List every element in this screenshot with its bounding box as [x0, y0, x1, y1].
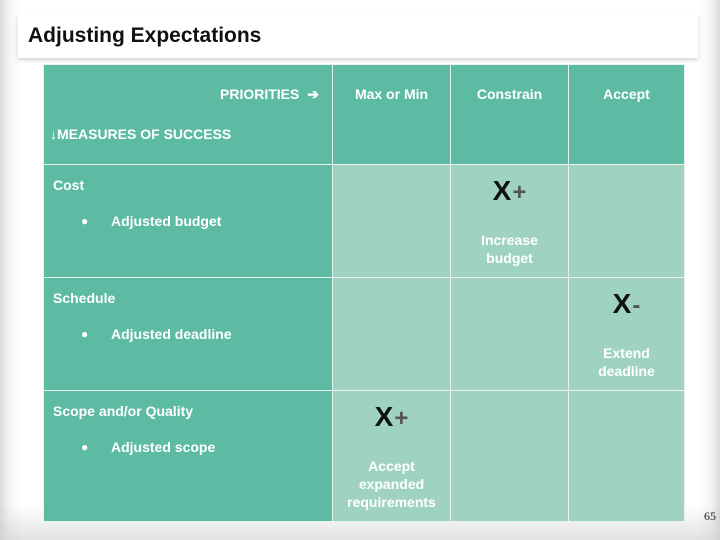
x-plus-mark: X+ [374, 401, 409, 432]
cell-schedule-accept: X- Extend deadline [568, 277, 685, 391]
bullet-icon: ● [81, 214, 89, 228]
priorities-header: PRIORITIES ➔ [220, 86, 319, 103]
cell-scope-constrain [450, 390, 569, 522]
x-minus-mark: X- [612, 288, 641, 319]
header-corner-cell: PRIORITIES ➔ ↓MEASURES OF SUCCESS [43, 64, 333, 165]
column-header-accept: Accept [568, 64, 685, 165]
column-header-max-or-min: Max or Min [332, 64, 451, 165]
row-label-schedule: Schedule ● Adjusted deadline [43, 277, 333, 391]
priorities-label: PRIORITIES [220, 86, 300, 102]
title-bar: Adjusting Expectations [18, 14, 698, 58]
x-plus-mark: X+ [492, 175, 527, 206]
row-bullet: ● Adjusted deadline [81, 326, 232, 342]
row-bullet: ● Adjusted budget [81, 213, 222, 229]
cell-scope-max-or-min: X+ Accept expanded requirements [332, 390, 451, 522]
row-title: Cost [53, 177, 85, 193]
cell-note: Extend deadline [598, 345, 655, 379]
page-number: 65 [704, 509, 716, 523]
row-cost: Cost ● Adjusted budget X+ Increase budget [43, 164, 685, 278]
cell-cost-max-or-min [332, 164, 451, 278]
cell-schedule-max-or-min [332, 277, 451, 391]
arrow-right-icon: ➔ [307, 86, 319, 102]
row-bullet: ● Adjusted scope [81, 439, 216, 455]
header-row: PRIORITIES ➔ ↓MEASURES OF SUCCESS Max or… [43, 64, 685, 165]
row-schedule: Schedule ● Adjusted deadline X- Extend de… [43, 277, 685, 391]
bullet-icon: ● [81, 440, 89, 454]
cell-note: Accept expanded requirements [347, 458, 436, 510]
row-label-cost: Cost ● Adjusted budget [43, 164, 333, 278]
column-header-constrain: Constrain [450, 64, 569, 165]
slide-title: Adjusting Expectations [28, 24, 262, 47]
row-title: Schedule [53, 290, 116, 306]
cell-cost-accept [568, 164, 685, 278]
cell-cost-constrain: X+ Increase budget [450, 164, 569, 278]
measures-label: MEASURES OF SUCCESS [57, 126, 232, 142]
cell-scope-accept [568, 390, 685, 522]
priorities-matrix: PRIORITIES ➔ ↓MEASURES OF SUCCESS Max or… [43, 64, 685, 522]
row-label-scope: Scope and/or Quality ● Adjusted scope [43, 390, 333, 522]
row-title: Scope and/or Quality [53, 403, 194, 419]
arrow-down-icon: ↓ [50, 126, 57, 142]
bullet-icon: ● [81, 327, 89, 341]
cell-note: Increase budget [481, 232, 538, 266]
measures-header: ↓MEASURES OF SUCCESS [50, 126, 231, 142]
cell-schedule-constrain [450, 277, 569, 391]
row-scope: Scope and/or Quality ● Adjusted scope X+ … [43, 390, 685, 522]
